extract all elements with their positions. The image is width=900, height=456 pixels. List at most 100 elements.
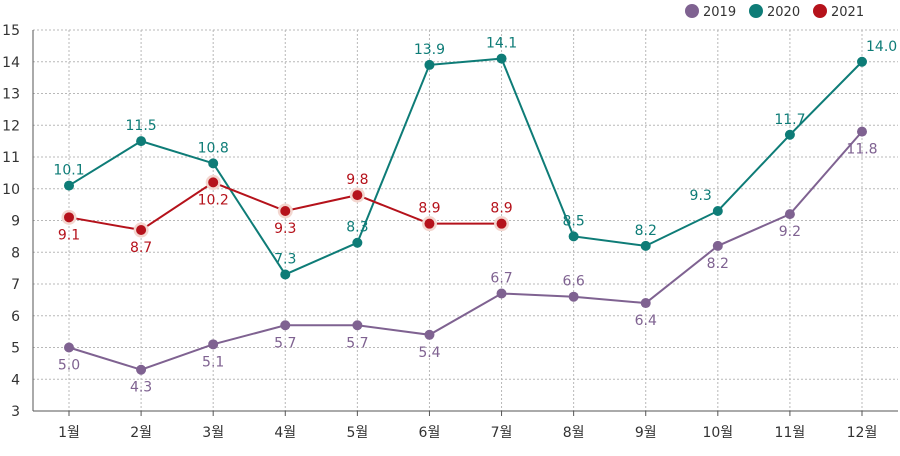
y-tick-label: 8 xyxy=(11,245,20,261)
series-2021: 9.1 8.7 10.2 9.3 9.8 8.9 8.9 xyxy=(58,172,513,256)
series-2020-marker xyxy=(136,136,147,147)
series-2019-marker xyxy=(712,240,723,251)
x-tick-label: 5월 xyxy=(346,425,368,441)
series-2020-marker xyxy=(857,56,867,67)
series-2019-data-label: 6.7 xyxy=(490,271,512,287)
series-2019-data-label: 5.7 xyxy=(346,335,368,351)
series-2019-marker xyxy=(784,209,795,220)
series-2021-data-label: 8.9 xyxy=(490,201,512,217)
series-2020-marker xyxy=(424,59,435,70)
series-2019-data-label: 11.8 xyxy=(846,142,877,158)
x-tick-label: 10월 xyxy=(702,425,733,441)
x-tick-label: 4월 xyxy=(274,425,296,441)
y-tick-label: 7 xyxy=(11,277,20,293)
legend-swatch xyxy=(685,4,699,18)
series-2019-marker xyxy=(136,364,147,375)
series-2020-data-label: 8.2 xyxy=(635,223,657,239)
series-2019-line xyxy=(68,130,863,371)
series-2019-data-label: 5.0 xyxy=(58,358,80,374)
series-2019-marker xyxy=(208,339,219,350)
series-2019-data-label: 6.4 xyxy=(635,313,657,329)
series-2020-marker xyxy=(784,129,795,140)
y-tick-label: 10 xyxy=(2,182,20,198)
series-2021-data-label: 9.8 xyxy=(346,172,368,188)
series-2021-marker xyxy=(280,205,291,216)
series-2021-data-label: 9.1 xyxy=(58,227,80,243)
series-2020-data-label: 7.3 xyxy=(274,251,296,267)
legend-swatch xyxy=(749,4,763,18)
x-tick-label: 8월 xyxy=(563,425,585,441)
series-2020-data-label: 9.3 xyxy=(690,188,712,204)
x-tick-label: 7월 xyxy=(491,425,513,441)
y-tick-label: 9 xyxy=(11,214,20,230)
y-tick-label: 11 xyxy=(2,150,20,166)
legend-label: 2019 xyxy=(703,5,736,20)
series-2021-data-label: 8.9 xyxy=(418,201,440,217)
y-tick-label: 4 xyxy=(11,372,20,388)
series-2020-data-label: 14.1 xyxy=(486,36,517,52)
y-tick-label: 12 xyxy=(2,118,20,134)
series-2019-data-label: 5.4 xyxy=(418,345,440,361)
x-tick-label: 6월 xyxy=(419,425,441,441)
legend: 2019 2020 2021 xyxy=(685,4,864,20)
series-2020-data-label: 8.3 xyxy=(346,220,368,236)
x-tick-label: 9월 xyxy=(635,425,657,441)
series-2020-data-label: 11.7 xyxy=(774,112,805,128)
series-2019-marker xyxy=(568,291,579,302)
y-tick-label: 15 xyxy=(2,23,20,39)
series-2021-data-label: 9.3 xyxy=(274,221,296,237)
series-2020-marker xyxy=(712,205,723,216)
series-2020-data-label: 10.8 xyxy=(198,140,229,156)
legend-swatch xyxy=(813,4,827,18)
y-tick-label: 6 xyxy=(11,309,20,325)
axes xyxy=(32,30,898,412)
y-axis-ticks: 3 4 5 6 7 8 9 10 11 12 13 14 15 xyxy=(2,23,20,420)
series-2019-data-label: 8.2 xyxy=(707,256,729,272)
series-2019: 5.0 4.3 5.1 5.7 5.7 5.4 6.7 6.6 6.4 8.2 9.2 11.8 xyxy=(58,126,878,396)
y-tick-label: 14 xyxy=(2,55,20,71)
series-2020-data-label: 8.5 xyxy=(563,213,585,229)
series-2020-data-label: 10.1 xyxy=(53,163,84,179)
series-2020: 10.1 11.5 10.8 7.3 8.3 13.9 14.1 8.5 8.2 9.3 11.7 1… xyxy=(53,36,897,280)
series-2021-data-label: 8.7 xyxy=(130,240,152,256)
series-2019-marker xyxy=(424,329,435,340)
series-2020-data-label: 11.5 xyxy=(126,118,157,134)
legend-label: 2021 xyxy=(831,5,864,20)
series-2021-marker xyxy=(136,225,147,236)
series-2019-marker xyxy=(496,288,507,299)
series-2019-data-label: 6.6 xyxy=(563,274,585,290)
x-tick-label: 1월 xyxy=(58,425,80,441)
series-2020-marker xyxy=(64,180,74,191)
series-2019-marker xyxy=(64,342,74,353)
x-tick-label: 12월 xyxy=(847,425,878,441)
series-2019-marker xyxy=(640,298,651,309)
series-2020-data-label: 13.9 xyxy=(414,42,445,58)
series-2020-marker xyxy=(352,237,363,248)
series-2020-marker xyxy=(208,158,219,169)
series-group: 5.04.35.15.7 5.75.46.7 6.66.48.29.211.810.… xyxy=(53,36,897,396)
series-2019-marker xyxy=(857,126,867,137)
legend-item-2019: 2019 xyxy=(685,4,736,20)
series-2020-marker xyxy=(568,231,579,242)
x-axis-ticks: 1월 2월 3월 4월 5월 6월 7월 8월 9월 10월 11월 12월 xyxy=(58,411,877,441)
series-2021-marker xyxy=(424,218,435,229)
series-2020-data-label: 14.0 xyxy=(866,39,897,55)
series-2020-line xyxy=(68,57,863,276)
series-2020-marker xyxy=(640,240,651,251)
legend-item-2020: 2020 xyxy=(749,4,800,20)
x-tick-label: 3월 xyxy=(202,425,224,441)
series-2019-data-label: 5.1 xyxy=(202,354,224,370)
series-2021-marker xyxy=(208,177,219,188)
y-tick-label: 3 xyxy=(11,404,20,420)
y-tick-label: 13 xyxy=(2,87,20,103)
series-2021-marker xyxy=(496,218,507,229)
legend-item-2021: 2021 xyxy=(813,4,864,20)
series-2021-marker xyxy=(64,212,74,223)
series-2019-marker xyxy=(352,320,363,331)
x-tick-label: 11월 xyxy=(775,425,806,441)
x-tick-label: 2월 xyxy=(130,425,152,441)
series-2019-data-label: 9.2 xyxy=(779,224,801,240)
series-2019-data-label: 5.7 xyxy=(274,335,296,351)
series-2021-data-label: 10.2 xyxy=(198,192,229,208)
